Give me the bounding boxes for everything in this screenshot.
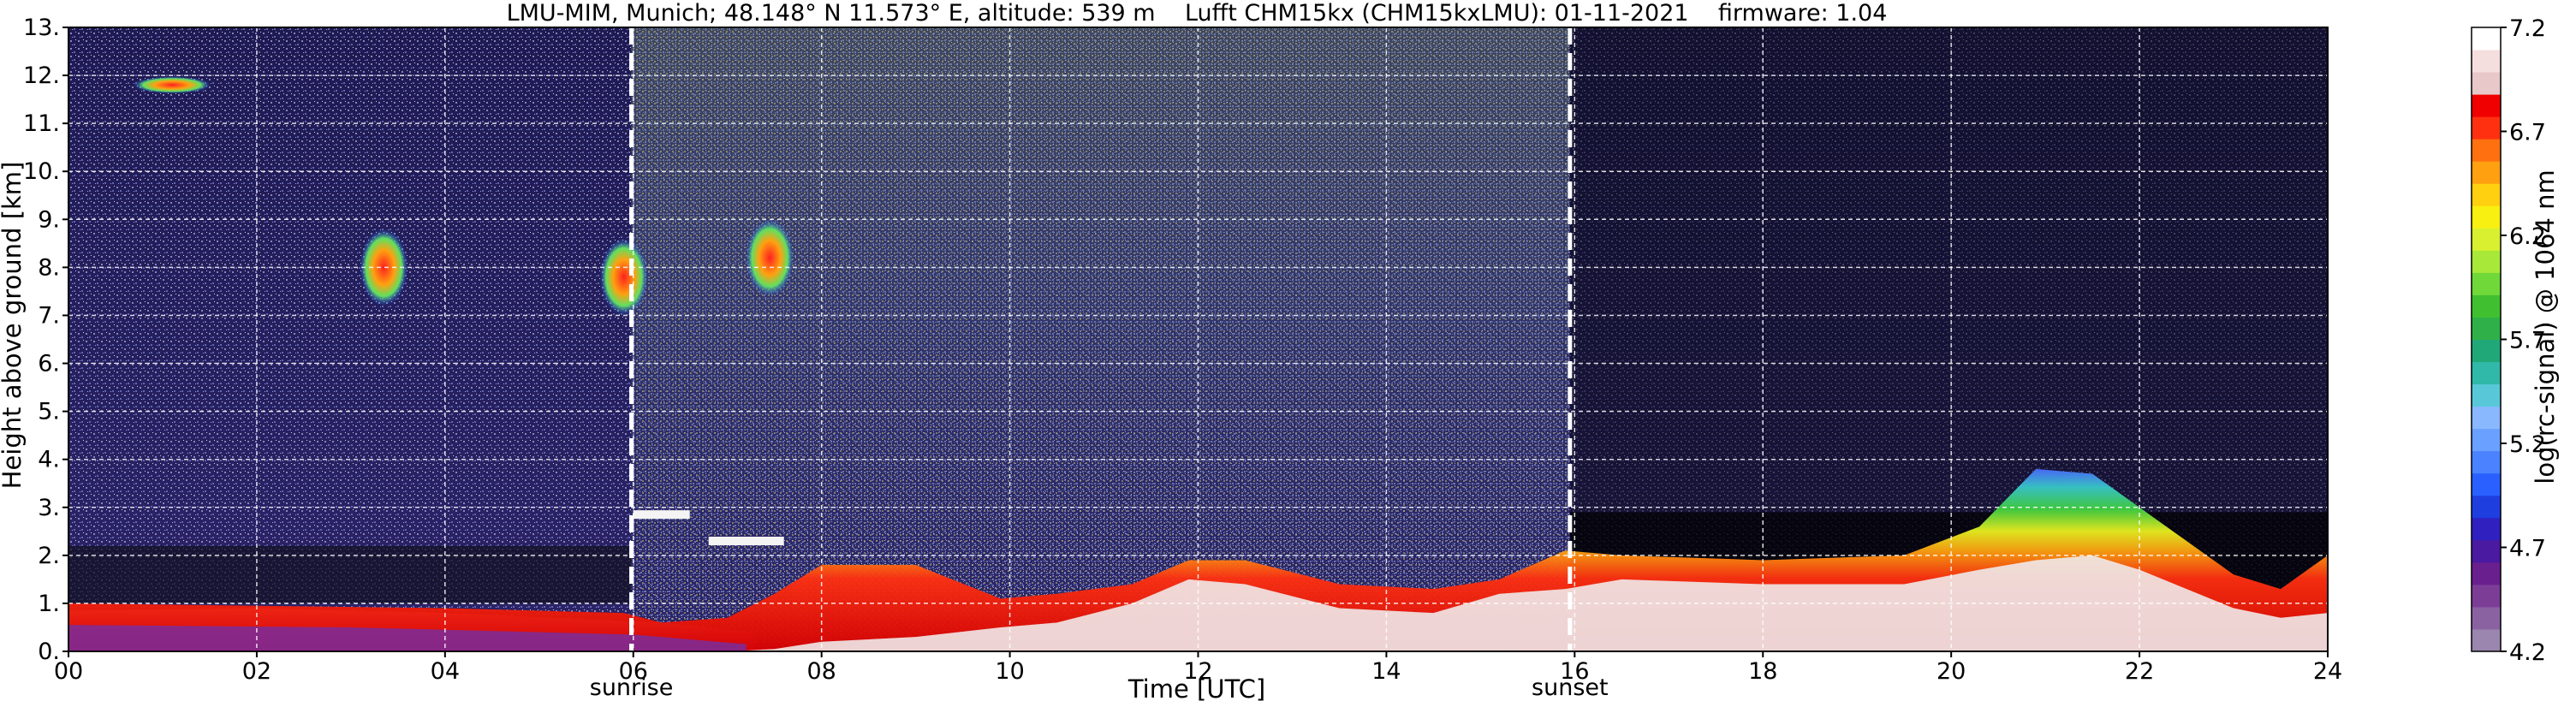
cloud-1 — [599, 238, 648, 316]
y-tick-label: 12. — [23, 62, 60, 89]
colorbar-segment — [2472, 406, 2501, 430]
x-tick-label: 16 — [1560, 658, 1589, 685]
x-tick-label: 06 — [619, 658, 648, 685]
colorbar-segment — [2472, 428, 2501, 452]
colorbar-tick-label: 4.2 — [2509, 639, 2546, 666]
x-axis-label: Time [UTC] — [1127, 674, 1265, 704]
colorbar-segment — [2472, 116, 2501, 140]
x-tick-label: 20 — [1936, 658, 1966, 685]
colorbar-tick-label: 6.2 — [2509, 223, 2546, 250]
colorbar-tick-label: 4.7 — [2509, 536, 2546, 562]
y-tick-label: 7. — [38, 302, 60, 329]
y-axis: 0. 1. 2. 3. 4. 5. 6. 7. 8. 9. 10. 11. 12. 13. — [23, 15, 68, 665]
colorbar-segment — [2472, 383, 2501, 407]
x-axis: 00 02 04 06 08 10 12 14 16 18 20 22 24 — [54, 651, 2342, 685]
y-tick-label: 0. — [38, 639, 60, 665]
colorbar-segment — [2472, 539, 2501, 563]
colorbar-segment — [2472, 183, 2501, 206]
y-tick-label: 9. — [38, 206, 60, 233]
colorbar-segment — [2472, 272, 2501, 295]
x-tick-label: 04 — [431, 658, 460, 685]
y-tick-label: 5. — [38, 399, 60, 425]
y-tick-label: 2. — [38, 543, 60, 569]
cloud-2 — [746, 219, 794, 297]
cloud-3 — [133, 76, 211, 94]
night-low-band — [68, 545, 632, 603]
colorbar-segment — [2472, 228, 2501, 251]
x-tick-label: 12 — [1183, 658, 1212, 685]
y-tick-label: 11. — [23, 110, 60, 137]
chart-title: LMU-MIM, Munich; 48.148° N 11.573° E, al… — [507, 0, 1888, 27]
colorbar-segment — [2472, 139, 2501, 162]
colorbar-segment — [2472, 584, 2501, 608]
y-tick-label: 4. — [38, 447, 60, 473]
colorbar-segment — [2472, 606, 2501, 630]
x-tick-label: 02 — [242, 658, 271, 685]
colorbar-segment — [2472, 628, 2501, 652]
y-tick-label: 3. — [38, 495, 60, 521]
colorbar-segment — [2472, 50, 2501, 73]
x-tick-label: 00 — [54, 658, 83, 685]
x-tick-label: 22 — [2125, 658, 2154, 685]
sunset-label: sunset — [1532, 674, 1609, 701]
colorbar-tick-label: 7.2 — [2509, 15, 2546, 42]
residual-layer-0 — [633, 510, 690, 520]
colorbar-segment — [2472, 27, 2501, 50]
colorbar: 4.2 4.7 5.2 5.7 6.2 6.7 7.2 — [2471, 15, 2546, 666]
colorbar-segment — [2472, 450, 2501, 474]
colorbar-segment — [2472, 517, 2501, 541]
colorbar-segment — [2472, 294, 2501, 318]
y-tick-label: 1. — [38, 591, 60, 617]
colorbar-segment — [2472, 94, 2501, 117]
x-tick-label: 24 — [2313, 658, 2342, 685]
daytime-noise — [631, 27, 1570, 651]
colorbar-segment — [2472, 72, 2501, 95]
colorbar-segment — [2472, 495, 2501, 519]
colorbar-segment — [2472, 472, 2501, 496]
colorbar-tick-label: 5.7 — [2509, 328, 2546, 354]
residual-layer-1 — [708, 537, 784, 546]
colorbar-segment — [2472, 561, 2501, 585]
x-tick-label: 18 — [1748, 658, 1777, 685]
colorbar-segment — [2472, 250, 2501, 273]
sunrise-label: sunrise — [590, 674, 674, 701]
colorbar-segment — [2472, 205, 2501, 229]
y-tick-label: 13. — [23, 15, 60, 41]
boundary-layer-core — [68, 555, 2328, 651]
cloud-0 — [360, 229, 408, 306]
grid — [68, 27, 2328, 651]
colorbar-segment — [2472, 361, 2501, 385]
night-sky — [1569, 27, 2328, 513]
colorbar-tick-label: 5.2 — [2509, 431, 2546, 458]
x-tick-label: 10 — [995, 658, 1024, 685]
colorbar-segment — [2472, 339, 2501, 363]
colorbar-segment — [2472, 161, 2501, 184]
x-tick-label: 08 — [806, 658, 836, 685]
x-tick-label: 14 — [1371, 658, 1401, 685]
nocturnal-aerosol-core — [68, 625, 747, 651]
y-axis-label: Height above ground [km] — [0, 162, 27, 490]
colorbar-segment — [2472, 317, 2501, 340]
colorbar-label: log(rc-signal) @ 1064 nm — [2531, 169, 2560, 484]
sun-markers: sunrise sunset — [590, 27, 1609, 701]
y-tick-label: 10. — [23, 158, 60, 185]
y-tick-label: 6. — [38, 351, 60, 377]
colorbar-tick-label: 6.7 — [2509, 120, 2546, 146]
y-tick-label: 8. — [38, 254, 60, 281]
